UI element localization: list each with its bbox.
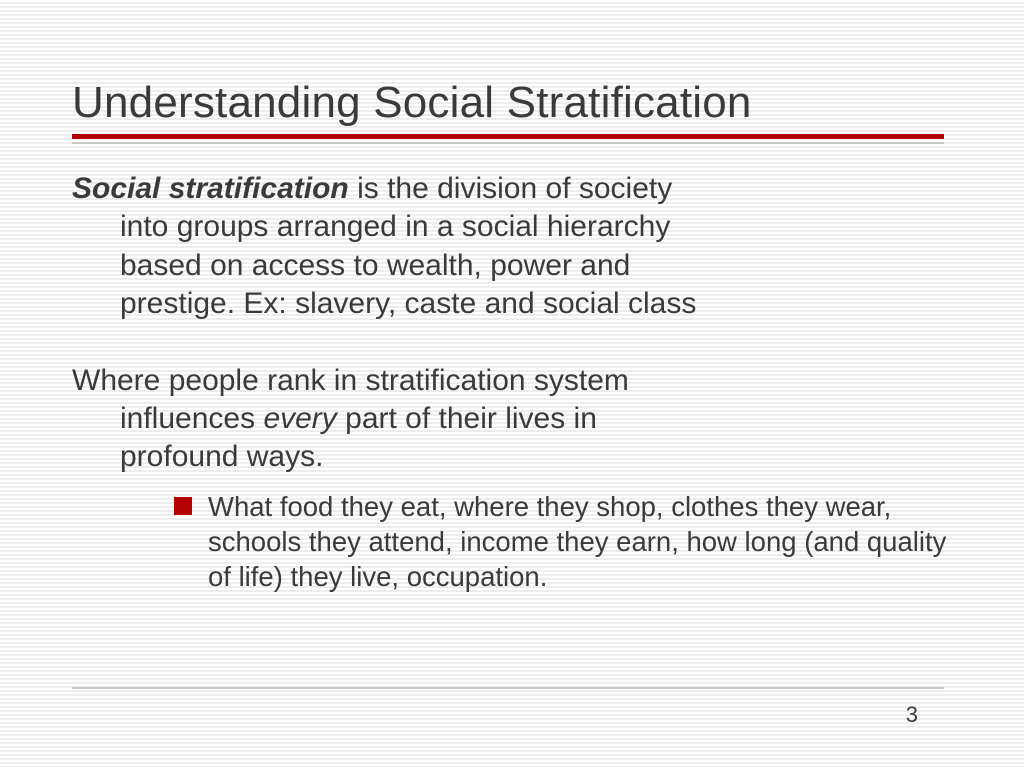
sub-bullet-text: What food they eat, where they shop, clo… [208, 489, 964, 595]
para2-line2: influences every part of their lives in [72, 400, 964, 438]
title-underline [72, 134, 964, 144]
para2-line2b: part of their lives in [337, 402, 597, 435]
para1-line1-rest: is the division of society [349, 172, 672, 205]
page-number: 3 [906, 702, 918, 728]
para1-line4: prestige. Ex: slavery, caste and social … [72, 285, 964, 323]
slide-container: Understanding Social Stratification Soci… [0, 0, 1024, 767]
paragraph-1: Social stratification is the division of… [72, 170, 964, 324]
para2-line3: profound ways. [72, 438, 964, 476]
slide-title: Understanding Social Stratification [72, 78, 964, 128]
para2-line2a: influences [120, 402, 263, 435]
rule-light [72, 142, 944, 144]
square-bullet-icon [174, 497, 192, 515]
list-item: What food they eat, where they shop, clo… [174, 489, 964, 595]
sub-bullet-list: What food they eat, where they shop, clo… [72, 489, 964, 595]
rule-accent [72, 134, 944, 139]
para2-emphasis: every [263, 402, 336, 435]
paragraph-2: Where people rank in stratification syst… [72, 362, 964, 477]
para1-line3: based on access to wealth, power and [72, 247, 964, 285]
footer-divider [72, 687, 944, 689]
para2-line1: Where people rank in stratification syst… [72, 364, 629, 397]
term-emphasis: Social stratification [72, 172, 349, 205]
para1-line2: into groups arranged in a social hierarc… [72, 208, 964, 246]
